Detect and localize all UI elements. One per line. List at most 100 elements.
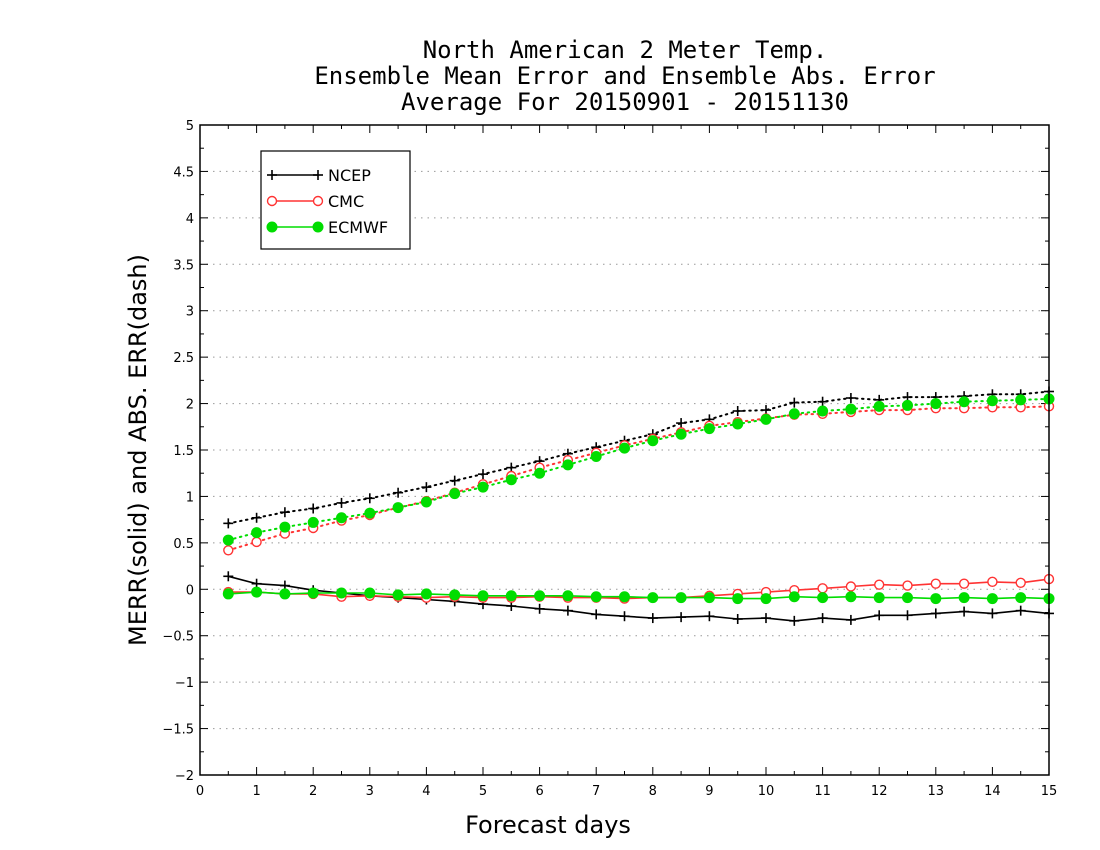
ecmwf-abs-err-point bbox=[619, 442, 630, 454]
chart-title-line-3: Average For 20150901 - 20151130 bbox=[401, 88, 849, 116]
ecmwf-abs-err-point bbox=[986, 395, 998, 407]
ecmwf-abs-err-point bbox=[590, 451, 602, 462]
cmc-merr-point bbox=[930, 578, 941, 589]
ecmwf-abs-err-point bbox=[1015, 394, 1027, 406]
x-tick-label: 13 bbox=[928, 784, 945, 799]
ecmwf-abs-err-point bbox=[222, 534, 234, 546]
ecmwf-merr-point bbox=[449, 589, 461, 601]
ecmwf-merr-point bbox=[222, 588, 234, 600]
ncep-abs-err-point bbox=[817, 396, 828, 407]
chart-title-line-1: North American 2 Meter Temp. bbox=[422, 36, 828, 64]
y-tick-label: 3 bbox=[186, 305, 194, 320]
cmc-merr-point bbox=[1015, 577, 1026, 588]
ncep-abs-err-point bbox=[676, 418, 687, 429]
ecmwf-merr-point bbox=[703, 592, 715, 604]
ecmwf-abs-err-point bbox=[845, 403, 857, 415]
ecmwf-abs-err-point bbox=[647, 435, 659, 447]
legend-label-cmc: CMC bbox=[328, 192, 364, 211]
axes: 54.543.532.521.510.50−0.5−1−1.5−20 1 2 3 4 5 6… bbox=[162, 119, 1057, 799]
ecmwf-merr-point bbox=[336, 587, 347, 599]
ncep-merr-point bbox=[761, 613, 771, 624]
ncep-abs-err-point bbox=[845, 393, 856, 403]
y-tick-label: −2 bbox=[175, 769, 194, 784]
x-tick-label: 9 bbox=[705, 784, 713, 799]
ecmwf-abs-err-point bbox=[562, 459, 574, 471]
legend-marker-ecmwf bbox=[312, 221, 324, 233]
y-tick-label: 4.5 bbox=[173, 165, 194, 180]
ncep-merr-point bbox=[534, 603, 545, 614]
ecmwf-merr-point bbox=[307, 587, 319, 599]
ncep-abs-err-point bbox=[279, 507, 290, 518]
ecmwf-abs-err-point bbox=[675, 428, 687, 440]
ecmwf-abs-err-point bbox=[420, 496, 432, 508]
x-tick-label: 5 bbox=[479, 784, 487, 799]
ecmwf-merr-point bbox=[845, 591, 857, 603]
cmc-merr-point bbox=[902, 580, 913, 591]
legend-marker-ncep bbox=[313, 170, 323, 180]
x-tick-label: 10 bbox=[758, 784, 775, 799]
ecmwf-abs-err-point bbox=[902, 399, 913, 411]
ecmwf-merr-line bbox=[228, 591, 1050, 600]
y-axis-label: MERR(solid) and ABS. ERR(dash) bbox=[124, 254, 152, 646]
ecmwf-abs-err-point bbox=[336, 512, 347, 524]
x-tick-label: 6 bbox=[535, 784, 543, 799]
ecmwf-merr-point bbox=[930, 593, 942, 605]
ncep-abs-err-line bbox=[227, 390, 1050, 525]
ecmwf-merr-point bbox=[251, 586, 263, 598]
x-tick-label: 11 bbox=[814, 784, 831, 799]
y-tick-label: 0.5 bbox=[173, 537, 194, 552]
cmc-merr-line bbox=[228, 578, 1050, 600]
series-layer bbox=[222, 386, 1055, 626]
ecmwf-merr-point bbox=[619, 591, 630, 603]
ecmwf-merr-point bbox=[392, 589, 404, 601]
cmc-abs-err-line bbox=[227, 405, 1050, 552]
ncep-merr-point bbox=[987, 608, 998, 619]
ncep-merr-point bbox=[845, 614, 856, 625]
y-tick-label: −0.5 bbox=[162, 630, 194, 645]
legend-marker-ecmwf bbox=[266, 221, 278, 233]
ncep-abs-err-point bbox=[223, 518, 234, 529]
ecmwf-merr-point bbox=[760, 593, 772, 605]
y-tick-label: −1.5 bbox=[162, 723, 194, 738]
ncep-abs-err-point bbox=[449, 475, 460, 486]
ecmwf-abs-err-point bbox=[760, 413, 772, 425]
ncep-merr-point bbox=[959, 606, 970, 617]
ecmwf-merr-point bbox=[647, 592, 659, 604]
ecmwf-abs-err-point bbox=[364, 507, 376, 519]
legend-label-ncep: NCEP bbox=[328, 166, 371, 185]
cmc-merr-point bbox=[987, 576, 998, 588]
ncep-abs-err-point bbox=[251, 512, 262, 523]
y-tick-label: −1 bbox=[175, 676, 194, 691]
ncep-abs-err-point bbox=[308, 503, 319, 514]
ncep-merr-point bbox=[647, 613, 658, 624]
ecmwf-abs-err-point bbox=[279, 521, 291, 533]
ecmwf-merr-point bbox=[477, 590, 489, 602]
ncep-abs-err-point bbox=[336, 497, 347, 508]
legend-marker-cmc bbox=[266, 195, 278, 207]
x-tick-label: 3 bbox=[366, 784, 374, 799]
ecmwf-merr-point bbox=[364, 587, 376, 599]
ncep-merr-point bbox=[789, 615, 800, 626]
ncep-merr-point bbox=[874, 610, 885, 621]
legend-marker-cmc bbox=[312, 195, 324, 207]
ncep-abs-err-point bbox=[732, 406, 743, 416]
ncep-merr-point bbox=[619, 611, 630, 622]
ncep-merr-point bbox=[562, 605, 573, 616]
ecmwf-abs-err-point bbox=[477, 481, 489, 493]
ecmwf-merr-point bbox=[534, 590, 546, 602]
ecmwf-merr-point bbox=[279, 588, 291, 600]
cmc-abs-err-point bbox=[251, 536, 262, 548]
ecmwf-abs-err-point bbox=[930, 398, 942, 410]
cmc-abs-err-point bbox=[223, 545, 234, 556]
legend-label-ecmwf: ECMWF bbox=[328, 218, 388, 237]
legend-marker-ncep bbox=[267, 170, 277, 180]
ecmwf-merr-point bbox=[562, 590, 574, 602]
ncep-abs-err-point bbox=[789, 397, 800, 408]
y-tick-label: 2 bbox=[186, 398, 194, 413]
y-tick-label: 1.5 bbox=[173, 444, 194, 459]
y-tick-label: 4 bbox=[186, 212, 194, 227]
x-tick-label: 12 bbox=[871, 784, 888, 799]
ecmwf-abs-err-point bbox=[505, 474, 517, 486]
ecmwf-merr-point bbox=[902, 592, 913, 604]
